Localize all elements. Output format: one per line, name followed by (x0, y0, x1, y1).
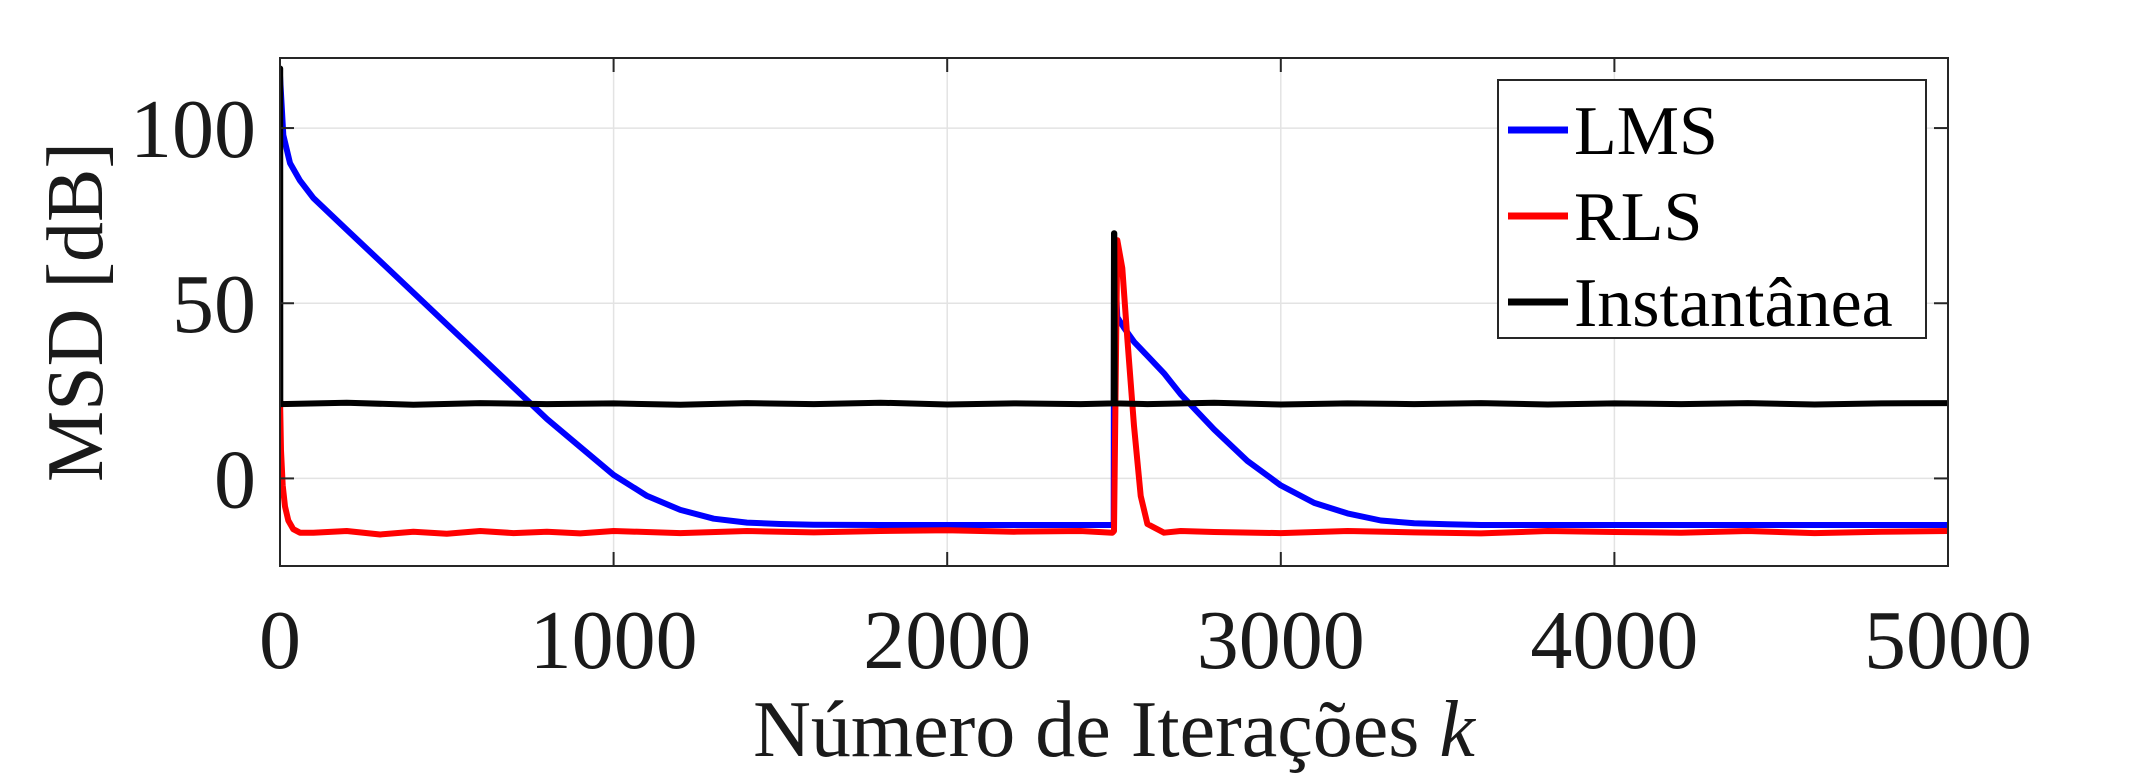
legend-box (1497, 79, 1927, 339)
x-tick-label: 0 (259, 594, 301, 687)
x-axis-title: Número de Iterações k (753, 686, 1476, 774)
legend-label-rls: RLS (1574, 179, 1702, 256)
y-tick-label: 100 (130, 83, 256, 176)
legend-label-instant-nea: Instantânea (1574, 265, 1893, 342)
axes-frame (279, 57, 1949, 567)
legend-label-lms: LMS (1574, 93, 1718, 170)
x-tick-label: 4000 (1530, 594, 1698, 687)
x-axis-variable: k (1439, 686, 1476, 774)
x-tick-label: 2000 (863, 594, 1031, 687)
series-line-lms (280, 75, 1948, 528)
tick-labels: 0 1000 2000 3000 4000 5000 0 50 100 (130, 83, 2032, 687)
axis-ticks (279, 58, 1949, 566)
x-tick-label: 5000 (1864, 594, 2032, 687)
y-tick-label: 50 (172, 258, 256, 351)
series-line-rls (280, 237, 1948, 538)
y-axis-title: MSD [dB] (32, 142, 120, 482)
x-tick-label: 3000 (1197, 594, 1365, 687)
x-tick-label: 1000 (530, 594, 698, 687)
legend: LMS RLS Instantânea (1497, 79, 1927, 342)
y-tick-label: 0 (214, 433, 256, 526)
plot-series (280, 65, 1948, 538)
series-line-instant-nea (280, 65, 1948, 408)
